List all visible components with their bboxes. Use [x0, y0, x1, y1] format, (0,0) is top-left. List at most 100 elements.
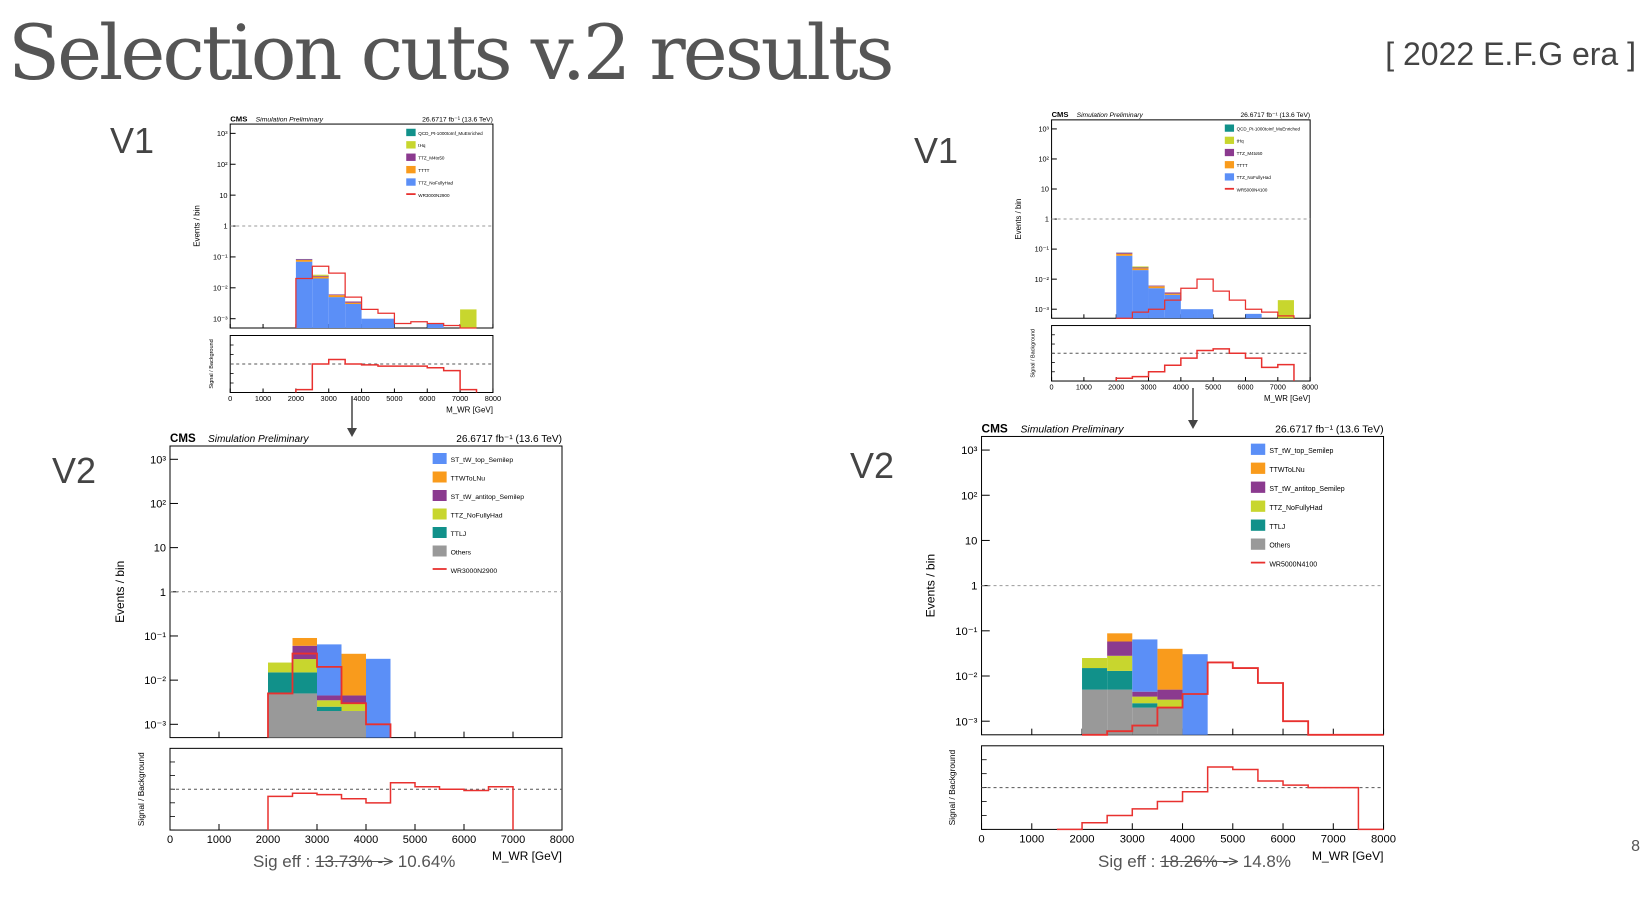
x-tick-label: 8000 — [550, 834, 574, 846]
simulation-preliminary-label: Simulation Preliminary — [1021, 424, 1125, 435]
stack-bar — [1157, 648, 1183, 690]
legend-swatch — [432, 545, 447, 557]
x-tick-label: 8000 — [1371, 834, 1396, 846]
left-v2-plot: CMS Simulation Preliminary 26.6717 fb⁻¹ (1… — [113, 433, 574, 863]
legend-swatch — [432, 453, 447, 464]
left-v1-label: V1 — [110, 120, 155, 161]
sig-eff-prefix: Sig eff : — [253, 852, 316, 871]
x-tick-label: 3000 — [305, 834, 329, 846]
y-tick-label: 10⁻² — [955, 671, 977, 683]
x-tick-label: 3000 — [1120, 834, 1145, 846]
stack-bar — [1148, 288, 1165, 319]
signal-line — [1116, 278, 1295, 319]
y-tick-label: 1 — [160, 587, 166, 599]
legend-swatch — [406, 128, 416, 137]
x-tick-label: 6000 — [452, 834, 476, 846]
stack-bar — [312, 278, 329, 328]
y-tick-label: 10⁻¹ — [144, 631, 166, 643]
y-tick-label: 10⁻¹ — [955, 626, 977, 638]
legend-swatch — [432, 471, 447, 483]
luminosity-label: 26.6717 fb⁻¹ (13.6 TeV) — [1275, 424, 1383, 435]
stack-bar — [292, 672, 317, 694]
x-tick-label: 1000 — [207, 834, 231, 846]
stack-bar — [1116, 255, 1133, 319]
y-tick-label: 1 — [223, 222, 227, 231]
ratio-line — [1115, 348, 1295, 382]
x-tick-label: 1000 — [255, 394, 271, 403]
y-tick-label: 10⁻² — [144, 675, 166, 687]
stack-bar — [268, 672, 293, 694]
sig-eff-old: 18.26% -> — [1160, 852, 1239, 871]
stack-bar — [1116, 253, 1133, 256]
legend-swatch — [1224, 173, 1235, 181]
stack-bar — [345, 301, 362, 303]
stack-bar — [1132, 691, 1158, 697]
right-v2-plot: CMS Simulation Preliminary 26.6717 fb⁻¹ (1… — [923, 421, 1396, 863]
x-tick-label: 7000 — [452, 394, 468, 403]
x-tick-label: 2000 — [1108, 383, 1124, 392]
y-tick-label: 10² — [150, 498, 166, 510]
y-tick-label: 10⁻² — [1035, 275, 1050, 284]
stack-bar — [1164, 294, 1181, 319]
legend-label: TTZ_NoFullyHad — [451, 513, 503, 520]
cms-label: CMS — [982, 421, 1008, 435]
y-tick-label: 10⁻³ — [1035, 305, 1050, 314]
y-tick-label: 10⁻³ — [144, 719, 166, 731]
ratio-axis-title: Signal / Background — [209, 339, 215, 388]
simulation-preliminary-label: Simulation Preliminary — [256, 116, 324, 123]
stack-bar — [341, 711, 366, 738]
sig-eff-prefix: Sig eff : — [1098, 852, 1161, 871]
legend-label: TTZ_NoFullyHad — [1269, 505, 1322, 512]
stack-bar — [1197, 309, 1214, 319]
stack-bar — [1132, 703, 1158, 708]
left-sig-eff: Sig eff : 13.73% -> 10.64% — [253, 852, 455, 872]
stack-bar — [1082, 689, 1108, 735]
stack-bar — [1164, 293, 1181, 295]
x-tick-label: 2000 — [1070, 834, 1095, 846]
stack-bar — [1277, 300, 1294, 319]
right-v1-plot: CMS Simulation Preliminary 26.6717 fb⁻¹ (1… — [1014, 110, 1318, 403]
luminosity-label: 26.6717 fb⁻¹ (13.6 TeV) — [1240, 112, 1310, 119]
x-tick-label: 7000 — [501, 834, 525, 846]
legend-label: ST_tW_antitop_Semilep — [1269, 486, 1344, 493]
x-tick-label: 5000 — [1220, 834, 1245, 846]
y-tick-label: 10 — [965, 536, 978, 548]
stack-bar — [268, 662, 293, 673]
y-tick-label: 10² — [961, 490, 978, 502]
stack-bar — [295, 259, 313, 262]
x-tick-label: 2000 — [288, 394, 304, 403]
x-tick-label: 5000 — [386, 394, 402, 403]
x-tick-label: 4000 — [1170, 834, 1195, 846]
x-tick-label: 4000 — [1173, 383, 1189, 392]
legend-label: TTLJ — [451, 531, 467, 538]
legend-swatch — [406, 165, 416, 174]
y-tick-label: 10⁻³ — [955, 716, 977, 728]
legend-label: tHq — [1237, 139, 1244, 144]
stack-bar — [1148, 285, 1165, 287]
era-label: [ 2022 E.F.G era ] — [1385, 36, 1636, 72]
legend-swatch — [1250, 462, 1266, 474]
legend-swatch — [1224, 124, 1235, 132]
stack-bar — [1082, 668, 1108, 690]
simulation-preliminary-label: Simulation Preliminary — [1077, 112, 1144, 119]
stack-bar — [1157, 707, 1183, 735]
y-tick-label: 10⁻³ — [213, 314, 228, 323]
legend-label: TTTT — [418, 168, 429, 173]
x-tick-label: 6000 — [1271, 834, 1296, 846]
stack-bar — [341, 695, 366, 704]
right-down-arrow — [1188, 388, 1198, 429]
y-axis-title: Events / bin — [923, 554, 937, 618]
stack-bar — [1107, 633, 1133, 642]
x-axis-title: M_WR [GeV] — [1264, 394, 1310, 403]
stack-bar — [377, 318, 395, 328]
legend-swatch — [406, 178, 416, 186]
legend-label: WR5000N4100 — [1269, 562, 1317, 569]
stack-bar — [292, 693, 317, 738]
stack-bar — [1132, 267, 1149, 269]
stack-bar — [1245, 313, 1262, 319]
x-tick-label: 4000 — [353, 394, 369, 403]
stack-bar — [1132, 696, 1158, 704]
left-v1-plot: CMS Simulation Preliminary 26.6717 fb⁻¹ (1… — [192, 114, 501, 414]
stack-bar — [1132, 270, 1149, 319]
stack-bar — [345, 303, 362, 328]
